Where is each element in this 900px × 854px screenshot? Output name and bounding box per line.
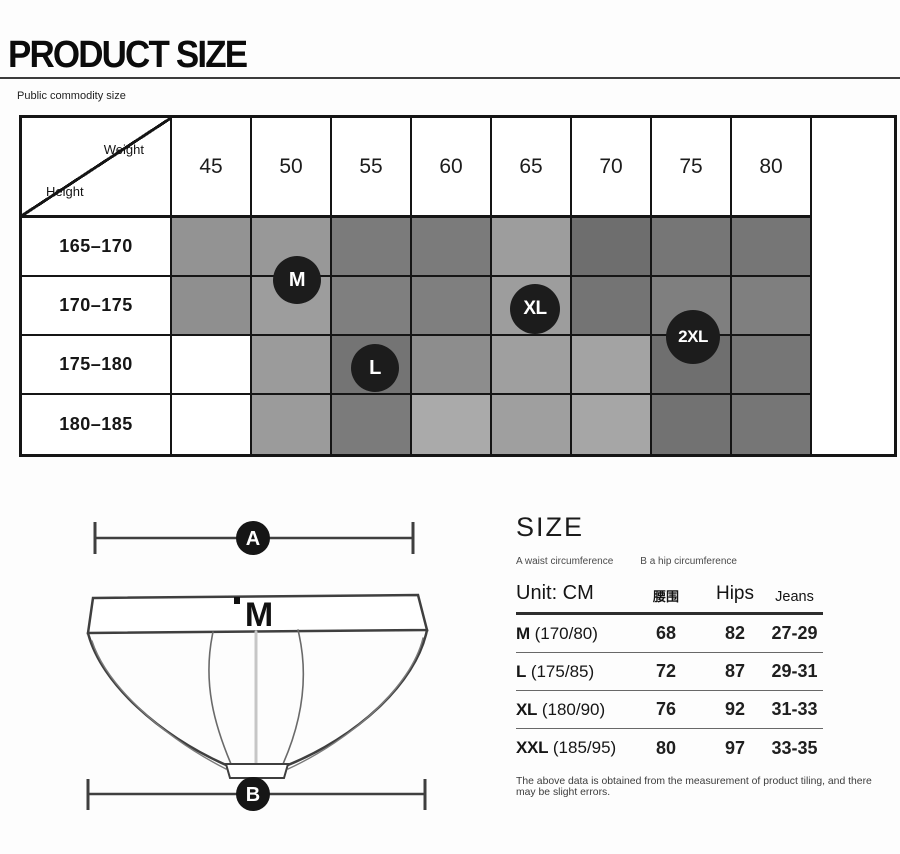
grid-cell xyxy=(412,277,492,336)
grid-cell xyxy=(652,218,732,277)
size-row-l: L (175/85) 72 87 29-31 xyxy=(516,653,823,691)
weight-header-60: 60 xyxy=(412,118,492,218)
grid-cell xyxy=(412,218,492,277)
size-row-label: XXL (185/95) xyxy=(516,738,617,757)
weight-header-65: 65 xyxy=(492,118,572,218)
grid-empty-column xyxy=(812,118,894,454)
measure-legend: A waist circumference B a hip circumfere… xyxy=(516,556,880,567)
crotch-panel xyxy=(224,763,290,779)
underwear-measurement-diagram: A M B xyxy=(86,521,429,811)
weight-axis-label: Weight xyxy=(103,142,144,157)
height-weight-size-grid: Weight Height 45 50 55 60 65 70 75 80 165–170 170… xyxy=(19,115,897,457)
page-title: PRODUCT SIZE xyxy=(8,34,248,76)
col-header-hips: Hips xyxy=(715,583,754,604)
badge-b-label: B xyxy=(246,784,260,806)
col-header-waist: 腰围 xyxy=(652,589,679,604)
height-label-4: 180–185 xyxy=(22,395,172,454)
size-table-footnote: The above data is obtained from the meas… xyxy=(516,776,872,798)
grid-cell xyxy=(572,395,652,454)
legend-waist: A waist circumference xyxy=(516,556,614,567)
grid-cell xyxy=(412,395,492,454)
size-row-xxl: XXL (185/95) 80 97 33-35 xyxy=(516,729,823,767)
briefs-drawing: M xyxy=(86,593,429,779)
jeans-value: 31-33 xyxy=(771,699,818,719)
hips-value: 92 xyxy=(724,699,746,719)
badge-a-circle xyxy=(236,521,270,555)
hips-value: 82 xyxy=(724,623,746,643)
height-label-2: 170–175 xyxy=(22,277,172,336)
measure-line-b: B xyxy=(86,777,427,811)
grid-cell xyxy=(732,336,812,395)
hips-value: 87 xyxy=(724,661,746,681)
weight-header-45: 45 xyxy=(172,118,252,218)
size-table-header: Unit: CM 腰围 Hips Jeans xyxy=(516,582,823,615)
size-badge-2xl: 2XL xyxy=(666,310,720,364)
size-spec-section: SIZE A waist circumference B a hip circu… xyxy=(516,512,880,798)
size-badge-l: L xyxy=(351,344,399,392)
grid-cell xyxy=(652,395,732,454)
size-row-label: L (175/85) xyxy=(516,661,595,681)
size-row-label: XL (180/90) xyxy=(516,699,606,719)
grid-cell xyxy=(572,336,652,395)
waistband-logo: M xyxy=(245,596,272,634)
size-row-label: M (170/80) xyxy=(516,623,598,643)
waist-value: 72 xyxy=(655,661,677,681)
height-axis-label: Height xyxy=(46,184,84,199)
grid-corner-cell: Weight Height xyxy=(22,118,172,218)
weight-header-55: 55 xyxy=(332,118,412,218)
grid-cell xyxy=(732,277,812,336)
logo-dot xyxy=(234,597,240,604)
legend-hip: B a hip circumference xyxy=(640,556,737,567)
waist-value: 80 xyxy=(655,737,677,758)
height-label-3: 175–180 xyxy=(22,336,172,395)
grid-cell xyxy=(332,277,412,336)
measure-line-a: A xyxy=(93,521,415,555)
grid-cell xyxy=(492,218,572,277)
pouch-seam-left xyxy=(208,631,232,765)
size-row-xl: XL (180/90) 76 92 31-33 xyxy=(516,691,823,729)
size-badge-xl: XL xyxy=(510,284,560,334)
size-row-m: M (170/80) 68 82 27-29 xyxy=(516,615,823,653)
height-label-1: 165–170 xyxy=(22,218,172,277)
weight-header-50: 50 xyxy=(252,118,332,218)
jeans-value: 33-35 xyxy=(771,737,818,758)
unit-label: Unit: CM xyxy=(516,582,594,604)
grid-cell xyxy=(492,395,572,454)
grid-cell xyxy=(332,395,412,454)
title-divider xyxy=(0,77,900,79)
page-subtitle: Public commodity size xyxy=(17,90,126,102)
weight-header-75: 75 xyxy=(652,118,732,218)
jeans-value: 29-31 xyxy=(771,661,818,681)
size-section-title: SIZE xyxy=(516,512,585,542)
left-leg-opening xyxy=(86,631,228,767)
waist-value: 68 xyxy=(655,623,677,643)
col-header-jeans: Jeans xyxy=(775,589,814,605)
grid-cell xyxy=(732,395,812,454)
grid-cell xyxy=(572,277,652,336)
grid-cell xyxy=(572,218,652,277)
hips-value: 97 xyxy=(724,737,746,758)
badge-b-circle xyxy=(236,777,270,811)
grid-cell xyxy=(492,336,572,395)
waist-value: 76 xyxy=(655,699,677,719)
grid-cell xyxy=(732,218,812,277)
grid-cell xyxy=(172,218,252,277)
size-badge-m: M xyxy=(273,256,321,304)
badge-a-label: A xyxy=(246,528,260,550)
grid-cell xyxy=(252,395,332,454)
grid-cell xyxy=(332,218,412,277)
weight-header-80: 80 xyxy=(732,118,812,218)
size-table-rows: M (170/80) 68 82 27-29 L (175/85) 72 87 29-31 XL… xyxy=(516,615,880,767)
grid-cell xyxy=(172,336,252,395)
grid-cell xyxy=(172,395,252,454)
right-leg-opening xyxy=(286,628,429,767)
pouch-seam-right xyxy=(282,629,305,765)
jeans-value: 27-29 xyxy=(771,623,818,643)
grid-cell xyxy=(252,336,332,395)
grid-cell xyxy=(412,336,492,395)
grid-cell xyxy=(172,277,252,336)
weight-header-70: 70 xyxy=(572,118,652,218)
